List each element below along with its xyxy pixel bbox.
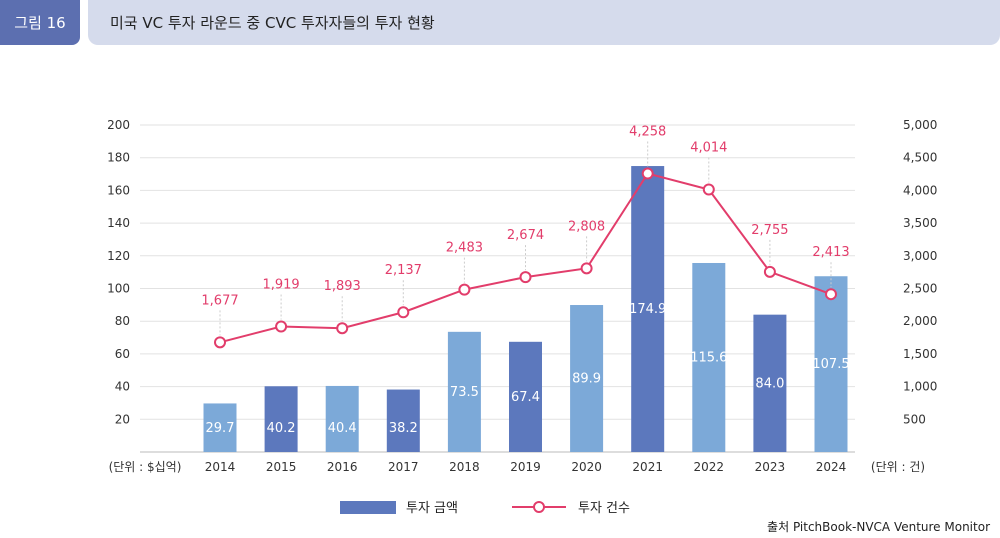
bar-value-label: 89.9 xyxy=(572,372,601,387)
bar xyxy=(386,389,420,452)
bar-value-label: 29.7 xyxy=(206,421,235,436)
bar xyxy=(570,305,604,452)
bar xyxy=(325,385,359,452)
left-tick-label: 140 xyxy=(107,216,130,230)
bar xyxy=(264,386,298,452)
line-point-marker xyxy=(458,283,471,296)
line-point-marker xyxy=(580,262,593,275)
bar xyxy=(814,276,848,452)
right-tick-label: 3,500 xyxy=(903,216,937,230)
header: 그림 16 미국 VC 투자 라운드 중 CVC 투자자들의 투자 현황 xyxy=(0,0,1000,45)
left-tick-label: 40 xyxy=(115,380,130,394)
legend-line-label: 투자 건수 xyxy=(578,501,630,516)
left-tick-label: 160 xyxy=(107,183,130,197)
line-point-marker xyxy=(702,183,715,196)
left-tick-label: 180 xyxy=(107,151,130,165)
line-value-label: 2,137 xyxy=(385,263,422,278)
bar-value-label: 40.2 xyxy=(267,421,296,436)
line-point-marker xyxy=(275,320,288,333)
left-axis-unit-label: (단위 : $십억) xyxy=(109,460,182,474)
x-tick-label: 2022 xyxy=(694,460,725,474)
line-value-label: 1,893 xyxy=(324,279,361,294)
left-tick-label: 100 xyxy=(107,282,130,296)
line-value-label: 1,919 xyxy=(262,277,299,292)
chart-title: 미국 VC 투자 라운드 중 CVC 투자자들의 투자 현황 xyxy=(110,14,435,32)
line-point-marker xyxy=(641,167,654,180)
line-value-label: 2,674 xyxy=(507,228,544,243)
bar xyxy=(203,403,237,452)
left-tick-label: 200 xyxy=(107,118,130,132)
line-point-marker xyxy=(763,265,776,278)
line-point-marker xyxy=(336,322,349,335)
x-tick-label: 2020 xyxy=(571,460,602,474)
right-axis-unit-label: (단위 : 건) xyxy=(871,460,925,474)
x-tick-label: 2024 xyxy=(816,460,847,474)
x-tick-label: 2016 xyxy=(327,460,358,474)
right-tick-label: 500 xyxy=(903,412,926,426)
x-tick-label: 2021 xyxy=(632,460,663,474)
line-point-marker xyxy=(397,306,410,319)
right-tick-label: 4,500 xyxy=(903,151,937,165)
source-note: 출처 PitchBook-NVCA Venture Monitor xyxy=(767,520,990,534)
left-tick-label: 20 xyxy=(115,412,130,426)
left-tick-label: 120 xyxy=(107,249,130,263)
right-tick-label: 1,000 xyxy=(903,380,937,394)
line-value-label: 2,808 xyxy=(568,219,605,234)
line-point-marker xyxy=(519,271,532,284)
x-tick-label: 2017 xyxy=(388,460,419,474)
right-tick-label: 2,000 xyxy=(903,314,937,328)
bar-value-label: 73.5 xyxy=(450,385,479,400)
line-value-label: 4,014 xyxy=(690,140,727,155)
bar xyxy=(753,314,787,452)
line-point-marker xyxy=(825,288,837,301)
line-value-label: 2,413 xyxy=(812,245,849,260)
left-tick-label: 80 xyxy=(115,314,130,328)
bar-value-label: 67.4 xyxy=(511,390,540,405)
bar xyxy=(509,341,542,452)
bar-value-label: 107.5 xyxy=(812,357,849,372)
figure-label: 그림 16 xyxy=(0,0,80,45)
bar-value-label: 84.0 xyxy=(755,376,784,391)
x-tick-label: 2015 xyxy=(266,460,297,474)
line-point-marker xyxy=(214,336,226,349)
legend-bar-label: 투자 금액 xyxy=(406,501,458,516)
x-tick-label: 2019 xyxy=(510,460,541,474)
bar xyxy=(447,331,481,452)
chart-title-bar: 미국 VC 투자 라운드 중 CVC 투자자들의 투자 현황 xyxy=(88,0,1000,45)
right-tick-label: 2,500 xyxy=(903,282,937,296)
bar-value-label: 38.2 xyxy=(389,421,418,436)
right-tick-label: 4,000 xyxy=(903,183,937,197)
legend-bar-swatch xyxy=(340,501,396,514)
line-value-label: 2,483 xyxy=(446,241,483,256)
x-tick-label: 2023 xyxy=(755,460,786,474)
line-value-label: 1,677 xyxy=(201,293,238,308)
bar xyxy=(692,262,726,452)
line-value-label: 4,258 xyxy=(629,125,666,140)
legend-line-marker xyxy=(533,501,545,513)
right-tick-label: 5,000 xyxy=(903,118,937,132)
right-tick-label: 1,500 xyxy=(903,347,937,361)
bar-value-label: 115.6 xyxy=(690,350,727,365)
x-tick-label: 2018 xyxy=(449,460,480,474)
line-value-label: 2,755 xyxy=(751,223,788,238)
bar xyxy=(631,166,665,452)
bar-value-label: 40.4 xyxy=(328,421,357,436)
x-tick-label: 2014 xyxy=(205,460,236,474)
left-tick-label: 60 xyxy=(115,347,130,361)
right-tick-label: 3,000 xyxy=(903,249,937,263)
bar-value-label: 174.9 xyxy=(629,302,666,317)
